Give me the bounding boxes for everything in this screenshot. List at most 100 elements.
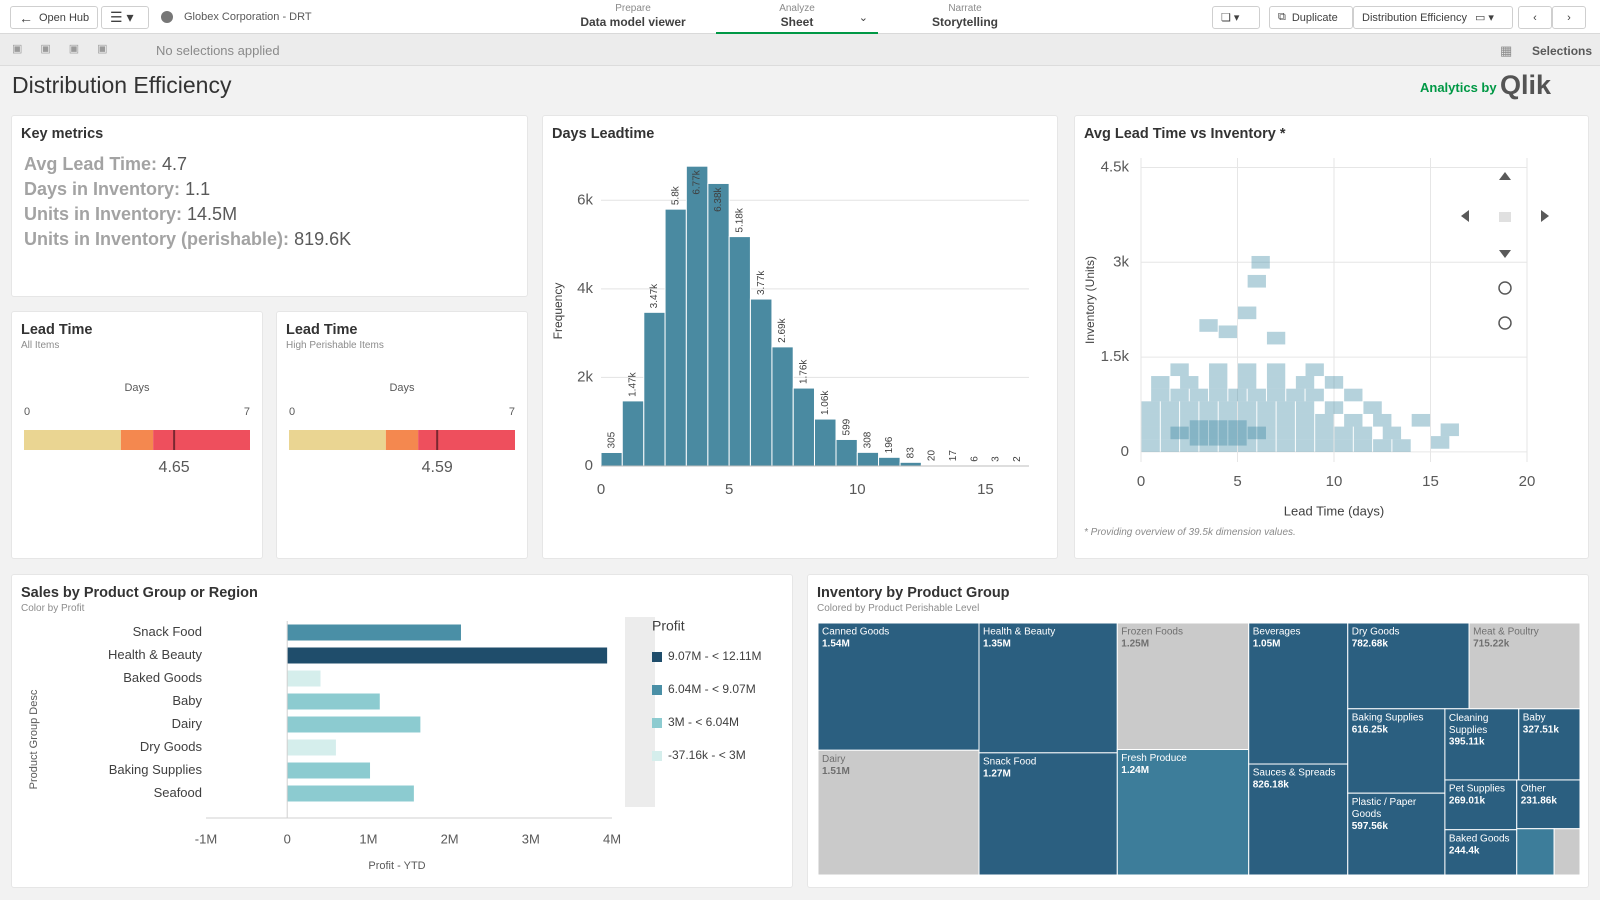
- sheet-menu-button[interactable]: Distribution Efficiency ▭ ▾: [1353, 6, 1513, 29]
- density-cell: [1305, 363, 1324, 377]
- tile-label: Dry Goods: [1352, 627, 1400, 638]
- narrate-tab[interactable]: Narrate Storytelling: [884, 2, 1046, 34]
- panel-title: Sales by Product Group or Region: [21, 585, 258, 601]
- pan-up-button[interactable]: [1499, 172, 1511, 180]
- gauge-chart: Days 0 7 4.65: [24, 382, 250, 476]
- tick-label: 0: [289, 406, 295, 418]
- y-axis-label: Frequency: [551, 283, 565, 340]
- density-cell: [1363, 401, 1382, 414]
- metric-row: Avg Lead Time: 4.7: [24, 154, 187, 175]
- gauge-value: 4.65: [159, 459, 190, 476]
- tab-step: Analyze: [779, 3, 815, 14]
- density-cell: [1237, 426, 1257, 440]
- density-cell: [1141, 426, 1160, 440]
- treemap-tile: [1116, 623, 1250, 751]
- treemap-tile: [1347, 792, 1446, 875]
- legend-swatch: [652, 718, 662, 728]
- previous-sheet-button[interactable]: ‹: [1518, 6, 1552, 29]
- bar: [287, 670, 321, 687]
- treemap-panel: Inventory by Product Group Colored by Pr…: [808, 575, 1588, 887]
- selection-tool-icons[interactable]: ▣▣▣▣: [12, 43, 126, 55]
- app-name[interactable]: Globex Corporation - DRT: [184, 11, 312, 23]
- tab-step: Prepare: [615, 3, 651, 14]
- gauge-band: [24, 430, 121, 450]
- y-tick-label: 4k: [577, 280, 593, 297]
- histogram-bar: [792, 387, 815, 467]
- data-label: 1.06k: [820, 390, 831, 415]
- sheet-menu-icon: ▭ ▾: [1474, 12, 1494, 24]
- x-axis-label: Lead Time (days): [1284, 503, 1384, 518]
- treemap-tile: [978, 752, 1118, 875]
- density-cell: [1180, 401, 1199, 414]
- axis-label: Days: [124, 382, 150, 394]
- pan-left-button[interactable]: [1461, 210, 1469, 222]
- x-tick-label: 5: [1233, 473, 1241, 490]
- analyze-tab[interactable]: Analyze Sheet ⌄: [716, 2, 878, 34]
- histogram-chart: 0 2k 4k 6k 0 5 10 15 Frequency 305 1.47k 3.47k 5.8k 6…: [551, 165, 1029, 498]
- density-cell: [1141, 439, 1160, 452]
- density-cell: [1247, 388, 1266, 402]
- density-cell: [1237, 363, 1257, 377]
- histogram-bar: [621, 400, 645, 467]
- navigation-menu-button[interactable]: ☰ ▾: [101, 6, 149, 29]
- panel-title: Lead Time: [21, 322, 93, 338]
- panel-subtitle: Colored by Product Perishable Level: [817, 603, 980, 614]
- density-cell: [1218, 413, 1238, 427]
- density-cell: [1286, 388, 1305, 402]
- next-sheet-button[interactable]: ›: [1552, 6, 1586, 29]
- density-cell: [1209, 363, 1228, 377]
- bar: [287, 716, 421, 733]
- scatter-panel: Avg Lead Time vs Inventory * 0 1.5k 3k 4.5k…: [1075, 116, 1588, 558]
- density-cell: [1160, 426, 1180, 440]
- metric-row: Units in Inventory: 14.5M: [24, 204, 237, 225]
- zoom-in-button[interactable]: [1498, 281, 1512, 295]
- category-label: Baked Goods: [123, 670, 202, 685]
- density-cell: [1151, 388, 1170, 402]
- home-button[interactable]: [1499, 212, 1511, 222]
- histogram-panel: Days Leadtime 0 2k 4k 6k 0 5 10 15 Frequency 305 1…: [543, 116, 1057, 558]
- metric-row: Days in Inventory: 1.1: [24, 179, 210, 200]
- zoom-out-button[interactable]: [1498, 316, 1512, 330]
- tile-value: 616.25k: [1352, 724, 1389, 735]
- density-cell: [1218, 401, 1238, 414]
- density-cell: [1170, 388, 1189, 402]
- pan-right-button[interactable]: [1541, 210, 1549, 222]
- density-cell: [1141, 413, 1160, 427]
- metric-value: 4.7: [162, 154, 188, 174]
- selections-icon[interactable]: ▦: [1500, 43, 1513, 58]
- density-cell: [1382, 426, 1402, 440]
- tile-label: Other: [1521, 784, 1547, 795]
- mini-chart-scrollbar[interactable]: [625, 617, 655, 807]
- histogram-bar: [835, 438, 858, 467]
- y-tick-label: 1.5k: [1101, 348, 1130, 365]
- tile-value: 1.05M: [1253, 639, 1281, 650]
- gauge-chart: Days 0 7 4.59: [289, 382, 515, 476]
- open-hub-button[interactable]: ← Open Hub: [10, 6, 99, 29]
- y-tick-label: 0: [1121, 443, 1129, 460]
- tile-label: Beverages: [1253, 627, 1301, 638]
- key-metrics-panel: Key metrics Avg Lead Time: 4.7 Days in I…: [12, 116, 527, 296]
- tick-label: 7: [509, 406, 515, 418]
- bar-chart: -1M 0 1M 2M 3M 4M Snack Food Health & Beauty Bak…: [28, 617, 762, 872]
- density-cell: [1373, 439, 1392, 452]
- category-label: Baking Supplies: [109, 762, 203, 777]
- bookmark-button[interactable]: ❏ ▾: [1212, 6, 1260, 29]
- density-cell: [1276, 401, 1295, 414]
- gauge-panel: Lead Time All Items Days 0 7 4.65: [12, 312, 262, 558]
- pan-down-button[interactable]: [1499, 250, 1511, 258]
- treemap-tile: [1248, 763, 1349, 875]
- density-cell: [1295, 401, 1315, 414]
- gauge-band: [153, 430, 250, 450]
- density-cell: [1295, 426, 1315, 440]
- metric-value: 819.6K: [294, 229, 352, 249]
- x-tick-label: -1M: [195, 831, 217, 846]
- duplicate-button[interactable]: ⧉ Duplicate: [1269, 6, 1353, 29]
- tile-label: Baked Goods: [1449, 833, 1510, 844]
- histogram-bar: [707, 182, 730, 467]
- selections-button[interactable]: Selections: [1532, 44, 1593, 58]
- panel-subtitle: Color by Profit: [21, 603, 85, 614]
- prepare-tab[interactable]: Prepare Data model viewer: [552, 2, 714, 34]
- density-cell: [1247, 426, 1266, 440]
- tile-label: Pet Supplies: [1449, 784, 1505, 795]
